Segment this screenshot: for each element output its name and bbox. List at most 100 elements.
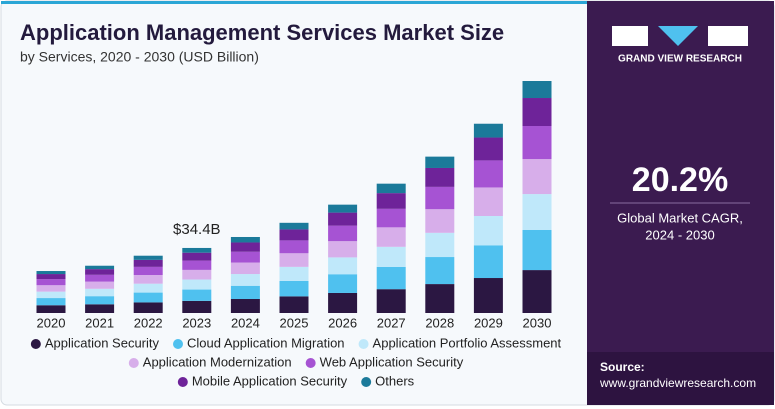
- legend-swatch: [361, 377, 372, 387]
- source-label: Source:: [600, 360, 645, 374]
- bar-segment: [425, 232, 455, 258]
- annotation: $34.4B: [173, 221, 221, 238]
- bar-segment: [85, 269, 115, 275]
- bar-segment: [230, 262, 260, 275]
- x-tick-label: 2028: [425, 315, 454, 330]
- logo: [612, 26, 748, 46]
- bar-segment: [279, 253, 309, 267]
- x-tick-label: 2022: [134, 315, 163, 330]
- legend-swatch: [177, 377, 188, 387]
- bar-segment: [133, 292, 163, 303]
- legend-label: Cloud Application Migration: [187, 335, 345, 350]
- bar-segment: [36, 279, 66, 286]
- legend-swatch: [305, 358, 316, 368]
- x-tick-label: 2023: [182, 315, 211, 330]
- bar-segment: [230, 285, 260, 300]
- legend-label: Application Security: [45, 335, 160, 350]
- bar-segment: [279, 266, 309, 281]
- bar-segment: [85, 281, 115, 289]
- bar-segment: [36, 298, 66, 306]
- bar-segment: [522, 194, 552, 230]
- bar-segment: [182, 252, 212, 261]
- bar-segment: [328, 292, 358, 313]
- bar-segment: [425, 209, 455, 233]
- bar-segment: [425, 284, 455, 313]
- bar-segment: [85, 265, 115, 270]
- bar-segment: [182, 247, 212, 253]
- bar-segment: [279, 222, 309, 230]
- bar-segment: [133, 266, 163, 275]
- x-tick-label: 2024: [231, 315, 260, 330]
- bar-segment: [473, 216, 503, 246]
- bar-segment: [328, 274, 358, 293]
- bar-segment: [279, 229, 309, 241]
- bar-segment: [376, 266, 406, 290]
- source-url: www.grandviewresearch.com: [599, 376, 756, 390]
- bar-segment: [85, 296, 115, 305]
- legend-label: Application Modernization: [143, 354, 292, 369]
- x-tick-label: 2030: [523, 315, 552, 330]
- bar-segment: [36, 271, 66, 275]
- legend-swatch: [30, 339, 41, 349]
- bar-segment: [182, 279, 212, 290]
- legend-swatch: [173, 339, 184, 349]
- bar-segment: [36, 274, 66, 280]
- x-tick-label: 2020: [37, 315, 66, 330]
- bar-segment: [279, 280, 309, 297]
- cagr-label: Global Market CAGR,: [617, 210, 743, 225]
- x-tick-label: 2025: [280, 315, 309, 330]
- bar-segment: [425, 167, 455, 187]
- cagr-label: 2024 - 2030: [645, 227, 714, 242]
- bar-segment: [376, 246, 406, 267]
- bar-segment: [230, 242, 260, 252]
- legend-label: Mobile Application Security: [192, 373, 348, 388]
- bar-segment: [376, 227, 406, 247]
- top-accent: [1, 1, 587, 4]
- bar-segment: [230, 274, 260, 286]
- bar-segment: [473, 123, 503, 138]
- bar-segment: [376, 193, 406, 209]
- bar-segment: [376, 183, 406, 194]
- bar-segment: [279, 296, 309, 313]
- bar-segment: [473, 245, 503, 279]
- bar-segment: [376, 289, 406, 313]
- bar-segment: [473, 278, 503, 313]
- bar-segment: [182, 260, 212, 270]
- bar-segment: [425, 257, 455, 285]
- bar-segment: [36, 291, 66, 299]
- bar-segment: [522, 98, 552, 127]
- bar-segment: [522, 81, 552, 99]
- bar-segment: [133, 255, 163, 260]
- bar-segment: [376, 208, 406, 228]
- bar-segment: [522, 126, 552, 160]
- brand: GRAND VIEW RESEARCH: [618, 54, 742, 65]
- x-tick-label: 2021: [85, 315, 114, 330]
- bar-segment: [473, 187, 503, 217]
- bar-segment: [522, 229, 552, 271]
- bar-segment: [85, 288, 115, 297]
- source-box: [587, 352, 774, 405]
- bar-segment: [328, 212, 358, 226]
- bar-segment: [328, 241, 358, 258]
- legend-label: Application Portfolio Assessment: [373, 335, 562, 350]
- bar-segment: [36, 285, 66, 292]
- bar-segment: [133, 283, 163, 293]
- bar-segment: [522, 159, 552, 195]
- cagr-value: 20.2%: [632, 161, 728, 199]
- legend-swatch: [128, 358, 139, 368]
- logo-block: [708, 26, 748, 46]
- legend-label: Others: [375, 373, 415, 388]
- bar-segment: [328, 204, 358, 213]
- bar-segment: [133, 302, 163, 313]
- bar-segment: [133, 274, 163, 284]
- chart-title: Application Management Services Market S…: [20, 20, 504, 45]
- logo-mark: [658, 26, 698, 46]
- x-tick-label: 2029: [474, 315, 503, 330]
- bar-segment: [425, 156, 455, 168]
- bar-segment: [182, 289, 212, 301]
- bar-segment: [182, 300, 212, 313]
- bar-segment: [522, 270, 552, 313]
- bar-segment: [230, 251, 260, 263]
- bar-segment: [230, 236, 260, 243]
